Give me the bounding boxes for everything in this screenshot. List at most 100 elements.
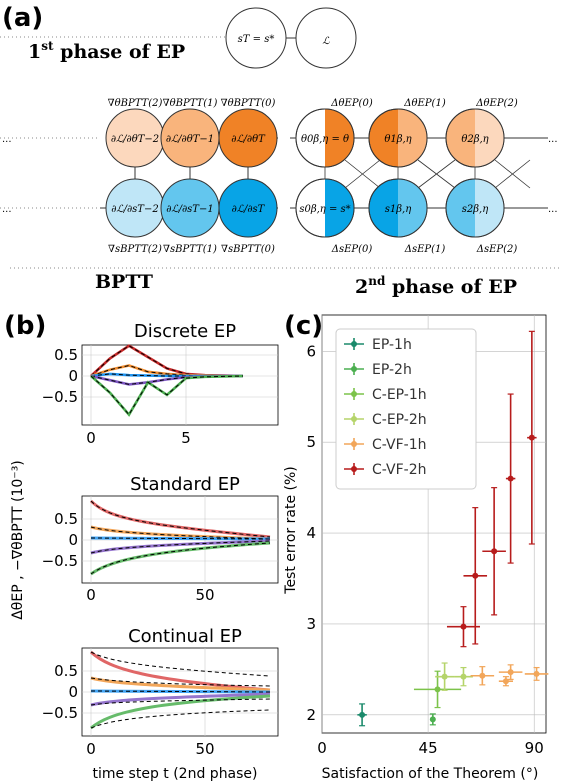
point-C-VF-2h-2 [482,487,506,616]
cont-series-purple [90,692,271,707]
ep-theta-node-1-label: θ1β,η [384,134,411,145]
panel-c-xlabel: Satisfaction of the Theorem (°) [322,766,539,782]
sp1-ytick-0: 0.5 [54,346,78,364]
cont-series-red [89,650,271,692]
legend-label-C-VF-2h: C-VF-2h [372,462,426,478]
panel-b: (b) ΔθEP , −∇θBPTT (10⁻³) Discrete EP 0.… [4,311,279,782]
ep-s-node-2 [445,178,505,238]
legend-item-EP-1h: EP-1h [344,337,412,353]
sp3-ytick-2: −0.5 [42,704,78,722]
cont-series-orange [90,676,271,692]
panel-c-legend: EP-1h EP-2h C-EP-1h C-EP-2h C-VF-1h C-VF-2h [335,328,477,490]
pc-ytick-2: 4 [306,524,316,542]
point-C-VF-1h-2 [498,664,523,680]
point-C-VF-1h-1 [498,676,513,687]
bptt-s-row: ∂ℒ/∂sT−2 ∂ℒ/∂sT−1 ∂ℒ/∂sT [100,178,278,238]
pc-ytick-0: 2 [306,706,316,724]
grad-s-bptt-2: ∇sBPTT(2) [108,244,162,255]
grad-theta-bptt-1: ∇θBPTT(1) [163,98,218,109]
panel-b-ylabel: ΔθEP , −∇θBPTT (10⁻³) [10,460,26,620]
panel-b-label: (b) [4,311,46,341]
legend-box [335,328,477,490]
sp2-ytick-2: −0.5 [42,552,78,570]
ellipsis-theta-right: ... [548,134,558,145]
ep-s-row: s0β,η = s* s1β,η s2β,η [290,178,548,238]
sp1-ytick-2: −0.5 [42,388,78,406]
pc-xtick-0: 0 [317,739,327,757]
discrete-series-bptt-0 [90,345,244,377]
point-C-EP-2h-1 [454,666,473,687]
pc-ytick-4: 6 [306,342,316,360]
ep-s-node-0 [295,178,355,238]
point-C-VF-1h-3 [524,666,549,681]
subplot-discrete: 0.5 0 −0.5 0 5 [42,344,279,447]
subplot-continual-title: Continual EP [128,626,242,647]
delta-s-ep-0: ΔsEP(0) [331,244,373,255]
ellipsis-s-left: ... [2,204,12,215]
bptt-s-node-0-label: ∂ℒ/∂sT [232,204,266,215]
second-phase-label: 2nd phase of EP [355,274,517,298]
ep-s-node-1-label: s1β,η [385,204,411,215]
panel-a-label: (a) [2,3,43,33]
pc-ytick-3: 5 [306,433,316,451]
legend-label-EP-1h: EP-1h [372,337,412,353]
pc-xtick-1: 45 [419,739,438,757]
legend-item-EP-2h: EP-2h [344,362,412,378]
ep-s-node-0-label: s0β,η = s* [299,204,350,215]
cont-series-green [90,694,271,730]
point-C-VF-2h-4 [527,330,537,545]
ep-cross-edges [324,159,531,189]
ellipsis-s-right: ... [548,204,558,215]
sp1-xtick-0: 0 [86,429,96,447]
legend-item-C-VF-1h: C-VF-1h [344,437,426,453]
subplot-discrete-title: Discrete EP [134,321,236,342]
legend-item-C-VF-2h: C-VF-2h [344,462,426,478]
sp3-ytick-0: 0.5 [54,662,78,680]
legend-label-EP-2h: EP-2h [372,362,412,378]
bptt-s-node-1-label: ∂ℒ/∂sT−1 [166,204,213,215]
legend-item-C-EP-2h: C-EP-2h [344,412,427,428]
delta-theta-ep-1: ΔθEP(1) [403,98,446,109]
ep-s-node-1 [368,178,428,238]
point-EP-2h-0 [429,713,436,726]
discrete-series-bptt-4 [90,375,244,416]
sp3-ytick-1: 0 [68,683,78,701]
point-C-EP-2h-0 [435,662,455,691]
subplot-continual: 0.5 0 −0.5 0 50 [42,647,279,758]
sp3-xtick-0: 0 [86,740,96,758]
cont-series-blue [90,689,271,694]
ep-s-node-2-label: s2β,η [462,204,488,215]
sp1-ytick-1: 0 [68,367,78,385]
sp3-xtick-1: 50 [195,740,214,758]
sp2-xtick-1: 50 [195,586,214,604]
subplot-standard-title: Standard EP [130,474,240,495]
bptt-theta-row: ∂ℒ/∂θT−2 ∂ℒ/∂θT−1 ∂ℒ/∂θT [105,108,278,168]
pc-ytick-1: 3 [306,615,316,633]
bptt-theta-node-0-label: ∂ℒ/∂θT [231,134,266,145]
point-EP-1h-0 [357,703,367,727]
first-phase-label: 1st phase of EP [28,39,185,63]
ellipsis-theta-left: ... [2,134,12,145]
point-C-VF-2h-3 [505,393,516,564]
delta-s-ep-2: ΔsEP(2) [476,244,518,255]
bptt-theta-node-1-label: ∂ℒ/∂θT−1 [166,134,214,145]
legend-item-C-EP-1h: C-EP-1h [344,387,427,403]
sp2-xtick-0: 0 [86,586,96,604]
legend-label-C-VF-1h: C-VF-1h [372,437,426,453]
delta-theta-ep-0: ΔθEP(0) [330,98,373,109]
delta-s-ep-1: ΔsEP(1) [404,244,446,255]
top-node-sT-label: sT = s* [238,34,275,45]
point-C-VF-1h-0 [470,666,495,686]
ep-theta-row: θ0β,η = θ θ1β,η θ2β,η [290,108,548,168]
bptt-s-node-2-label: ∂ℒ/∂sT−2 [111,204,158,215]
ep-theta-node-0-label: θ0β,η = θ [301,134,349,145]
panel-a: (a) 1st phase of EP sT = s* ℒ ∇θBPTT(2) … [0,3,560,298]
point-C-VF-2h-1 [463,507,488,645]
grad-s-bptt-1: ∇sBPTT(1) [163,244,217,255]
top-node-L-label: ℒ [322,36,330,47]
legend-label-C-EP-1h: C-EP-1h [372,387,427,403]
grad-theta-bptt-0: ∇θBPTT(0) [221,98,276,109]
panel-c-label: (c) [284,311,323,341]
